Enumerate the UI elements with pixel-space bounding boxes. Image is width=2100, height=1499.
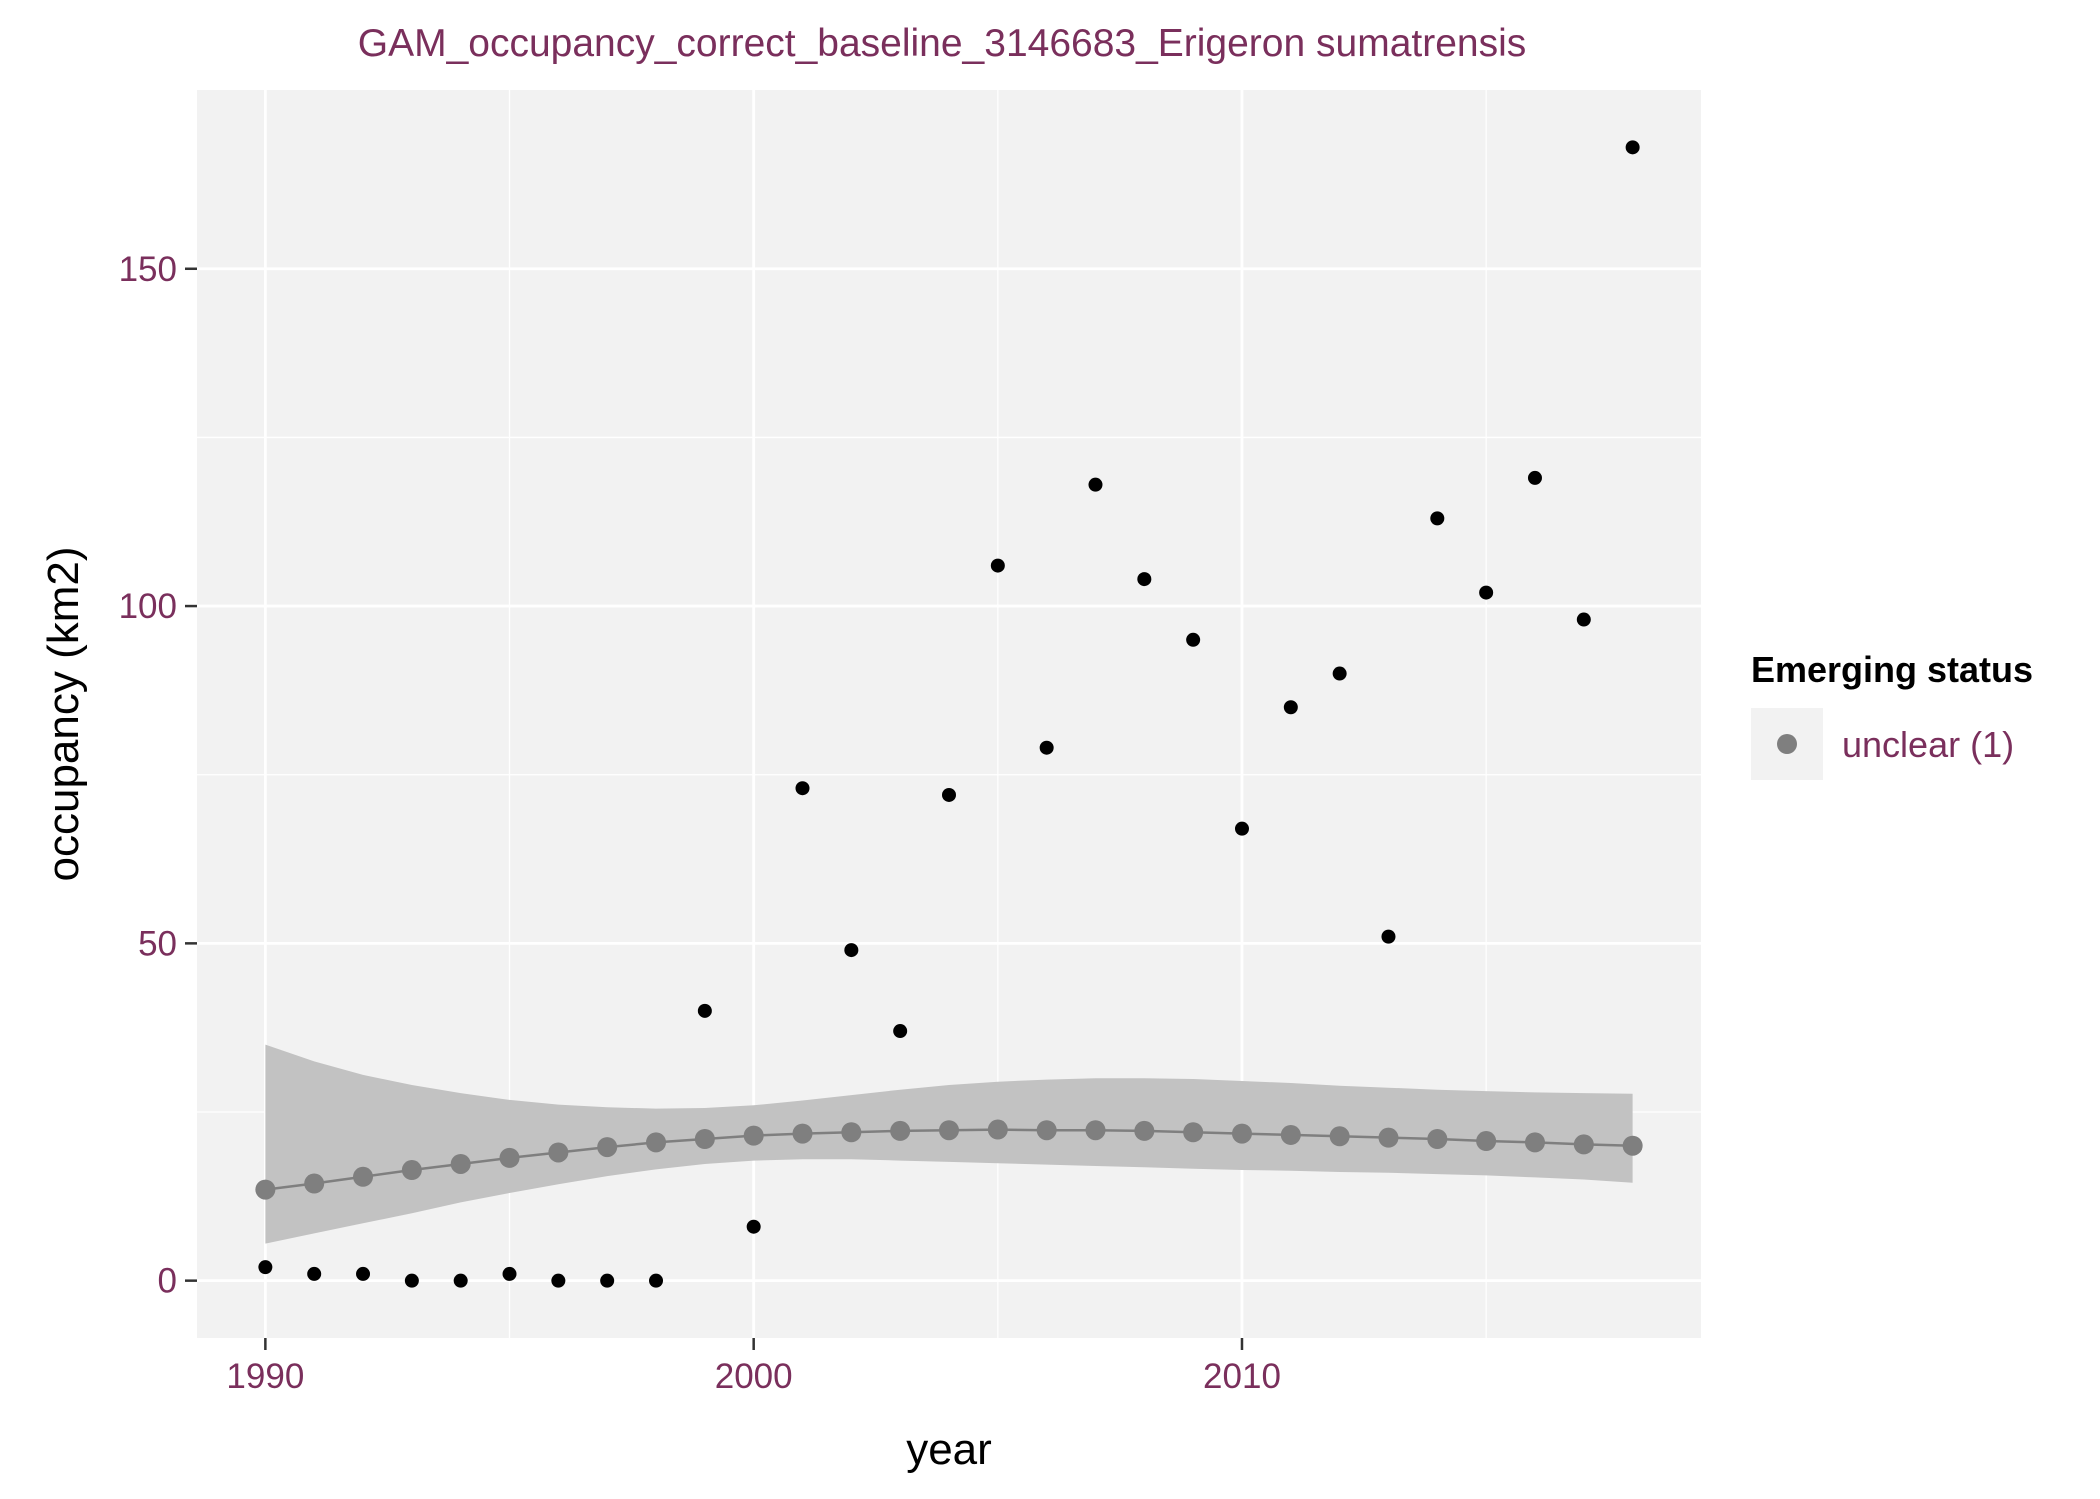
fit-point [1378,1127,1399,1148]
observed-point [1381,929,1396,944]
y-tick-label: 50 [138,924,177,963]
fit-point [353,1166,374,1187]
fit-point [1280,1124,1301,1145]
observed-point [1332,666,1347,681]
fit-point [1427,1128,1448,1149]
observed-point [1137,572,1152,587]
fit-point [548,1142,569,1163]
x-axis-title: year [906,1425,992,1474]
fit-point [401,1160,422,1181]
observed-point [697,1003,712,1018]
x-tick-label: 2000 [715,1357,793,1396]
x-tick-label: 1990 [226,1357,304,1396]
observed-point [404,1273,419,1288]
fit-point [1476,1131,1497,1152]
observed-point [258,1260,273,1275]
confidence-ribbon-layer [265,1044,1633,1244]
observed-point [1576,612,1591,627]
y-axis-title: occupancy (km2) [39,546,88,881]
y-tick-label: 150 [119,250,177,289]
observed-point [1088,477,1103,492]
fit-point [792,1123,813,1144]
observed-point [649,1273,664,1288]
fit-point [1573,1134,1594,1155]
observed-point [844,943,859,958]
y-tick-label: 100 [119,587,177,626]
observed-point [600,1273,615,1288]
fit-point [499,1147,520,1168]
observed-point [1479,585,1494,600]
fit-point [743,1125,764,1146]
fit-point [890,1120,911,1141]
fit-point [304,1173,325,1194]
y-tick-label: 0 [158,1262,177,1301]
fit-point [646,1132,667,1153]
observed-point [307,1266,322,1281]
legend: Emerging status unclear (1) [1751,649,2033,780]
fit-point [1085,1120,1106,1141]
fit-point [939,1120,959,1141]
fit-point [1622,1135,1643,1156]
gridlines [197,90,1701,1338]
legend-key-point [1777,734,1797,754]
fit-point [1524,1132,1545,1153]
confidence-ribbon [265,1044,1633,1244]
fit-point [841,1122,862,1143]
observed-point [1234,821,1249,836]
observed-point [502,1266,517,1281]
chart-title: GAM_occupancy_correct_baseline_3146683_E… [358,22,1527,65]
legend-label: unclear (1) [1842,724,2014,765]
fit-point [450,1153,471,1174]
fit-series-layer [255,1119,1643,1200]
observed-point [1186,632,1201,647]
fit-point [597,1137,618,1158]
observed-series-layer [258,140,1640,1288]
observed-point [990,558,1005,573]
observed-point [1039,740,1054,755]
fit-point [1134,1120,1155,1141]
fit-point [1231,1123,1252,1144]
axes: 0 50 100 150 1990 2000 2010 [119,250,1281,1396]
observed-point [1527,470,1542,485]
fit-point [1036,1120,1057,1141]
observed-point [746,1219,761,1234]
fit-point [255,1179,276,1200]
x-tick-label: 2010 [1203,1357,1281,1396]
fit-point [694,1128,715,1149]
observed-point [551,1273,566,1288]
observed-point [453,1273,468,1288]
observed-point [893,1024,908,1039]
observed-point [1625,140,1640,155]
observed-point [942,787,956,802]
observed-point [795,781,810,796]
observed-point [356,1266,371,1281]
fit-point [1183,1122,1204,1143]
fit-point [987,1119,1008,1140]
legend-title: Emerging status [1751,649,2033,690]
observed-point [1430,511,1445,526]
fit-point [1329,1126,1350,1147]
observed-point [1283,700,1298,715]
